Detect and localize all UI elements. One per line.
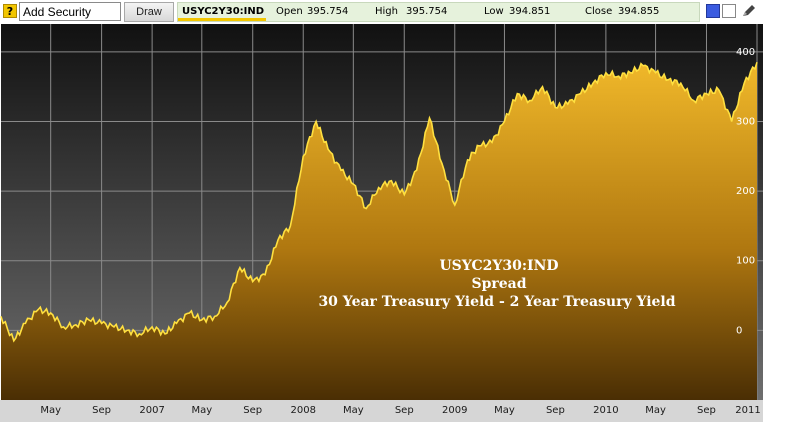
quote-bar: USYC2Y30:IND Open 395.754 High 395.754 L… [177,2,700,22]
chart-style-blue-icon[interactable] [706,4,720,18]
draw-button[interactable]: Draw [124,2,174,22]
chart-style-white-icon[interactable] [722,4,736,18]
y-tick-label: 200 [736,186,755,197]
close-value: 394.855 [618,6,660,17]
x-tick-label: May [645,405,666,416]
x-tick-label: Sep [697,405,716,416]
high-label: High [375,6,398,17]
pencil-icon[interactable] [740,3,758,19]
x-tick-label: May [494,405,515,416]
chart-annotation-line: USYC2Y30:IND [439,258,558,274]
x-tick-label: May [191,405,212,416]
x-tick-label: 2009 [442,405,467,416]
area-fill [1,62,757,401]
x-tick-label: Sep [243,405,262,416]
x-tick-label: 2011 [735,405,760,416]
x-tick-label: Sep [395,405,414,416]
add-security-input[interactable] [19,2,121,21]
x-tick-label: 2007 [139,405,164,416]
y-tick-label: 100 [736,256,755,267]
y-tick-label: 300 [736,116,755,127]
help-icon[interactable]: ? [3,4,17,18]
low-label: Low [484,6,504,17]
y-tick-label: 0 [736,325,742,336]
x-tick-label: May [40,405,61,416]
y-tick-label: 400 [736,47,755,58]
chart: 0 100 200 300 400 May Sep 2007 May Sep 2008 May Sep… [0,24,790,422]
symbol-underline [178,18,266,21]
x-tick-label: 2010 [593,405,618,416]
chart-annotation-line: Spread [471,276,526,292]
y-axis-panel [763,24,790,400]
x-tick-label: 2008 [291,405,316,416]
x-tick-label: Sep [92,405,111,416]
series-line [0,62,758,343]
low-value: 394.851 [509,6,551,17]
x-axis-bar [0,400,763,422]
open-label: Open [276,6,303,17]
x-tick-label: May [343,405,364,416]
open-value: 395.754 [307,6,349,17]
close-label: Close [585,6,613,17]
chart-annotation-line: 30 Year Treasury Yield - 2 Year Treasury… [318,294,675,310]
symbol-label: USYC2Y30:IND [182,6,265,17]
high-value: 395.754 [406,6,448,17]
x-tick-label: Sep [546,405,565,416]
toolbar: ? Draw USYC2Y30:IND Open 395.754 High 39… [0,0,790,24]
